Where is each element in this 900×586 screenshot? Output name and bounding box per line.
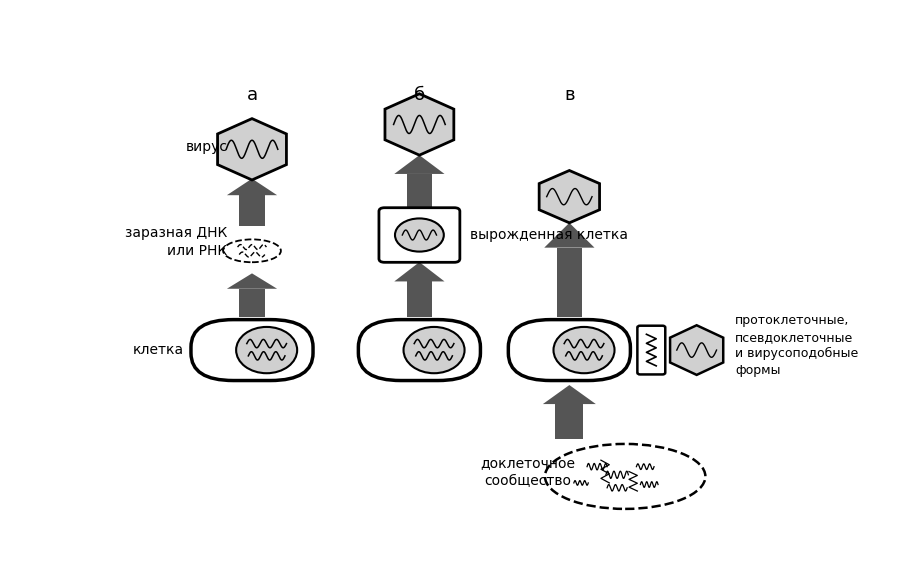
Bar [555,404,583,440]
Bar [233,319,271,380]
Polygon shape [227,273,277,289]
Ellipse shape [545,319,630,380]
Polygon shape [227,179,277,195]
Ellipse shape [236,327,297,373]
Text: вырожденная клетка: вырожденная клетка [470,228,627,242]
Text: вирус: вирус [185,140,228,154]
Ellipse shape [395,219,444,251]
Bar [557,248,582,318]
Polygon shape [544,223,595,248]
Text: доклеточное
сообщество: доклеточное сообщество [480,456,575,488]
Polygon shape [385,94,454,155]
Polygon shape [394,155,445,174]
Bar [407,174,432,209]
FancyBboxPatch shape [379,207,460,263]
Bar [400,319,438,380]
Text: заразная ДНК
или РНК: заразная ДНК или РНК [125,226,228,258]
Polygon shape [543,385,596,404]
Bar [239,289,265,318]
Ellipse shape [508,319,593,380]
Text: в: в [564,86,575,104]
Polygon shape [394,262,445,281]
Ellipse shape [191,319,275,380]
Bar [407,281,432,318]
Bar [239,195,265,226]
FancyBboxPatch shape [637,326,665,374]
Ellipse shape [554,327,615,373]
Polygon shape [218,118,286,180]
Text: а: а [247,86,257,104]
Ellipse shape [358,319,443,380]
Text: б: б [414,86,425,104]
Polygon shape [539,171,599,223]
Ellipse shape [403,327,464,373]
Text: протоклеточные,
псевдоклеточные
и вирусоподобные
формы: протоклеточные, псевдоклеточные и вирусо… [735,314,859,377]
Bar [551,319,588,380]
Ellipse shape [396,319,481,380]
Ellipse shape [229,319,313,380]
Text: клетка: клетка [133,343,184,357]
Polygon shape [670,325,724,375]
